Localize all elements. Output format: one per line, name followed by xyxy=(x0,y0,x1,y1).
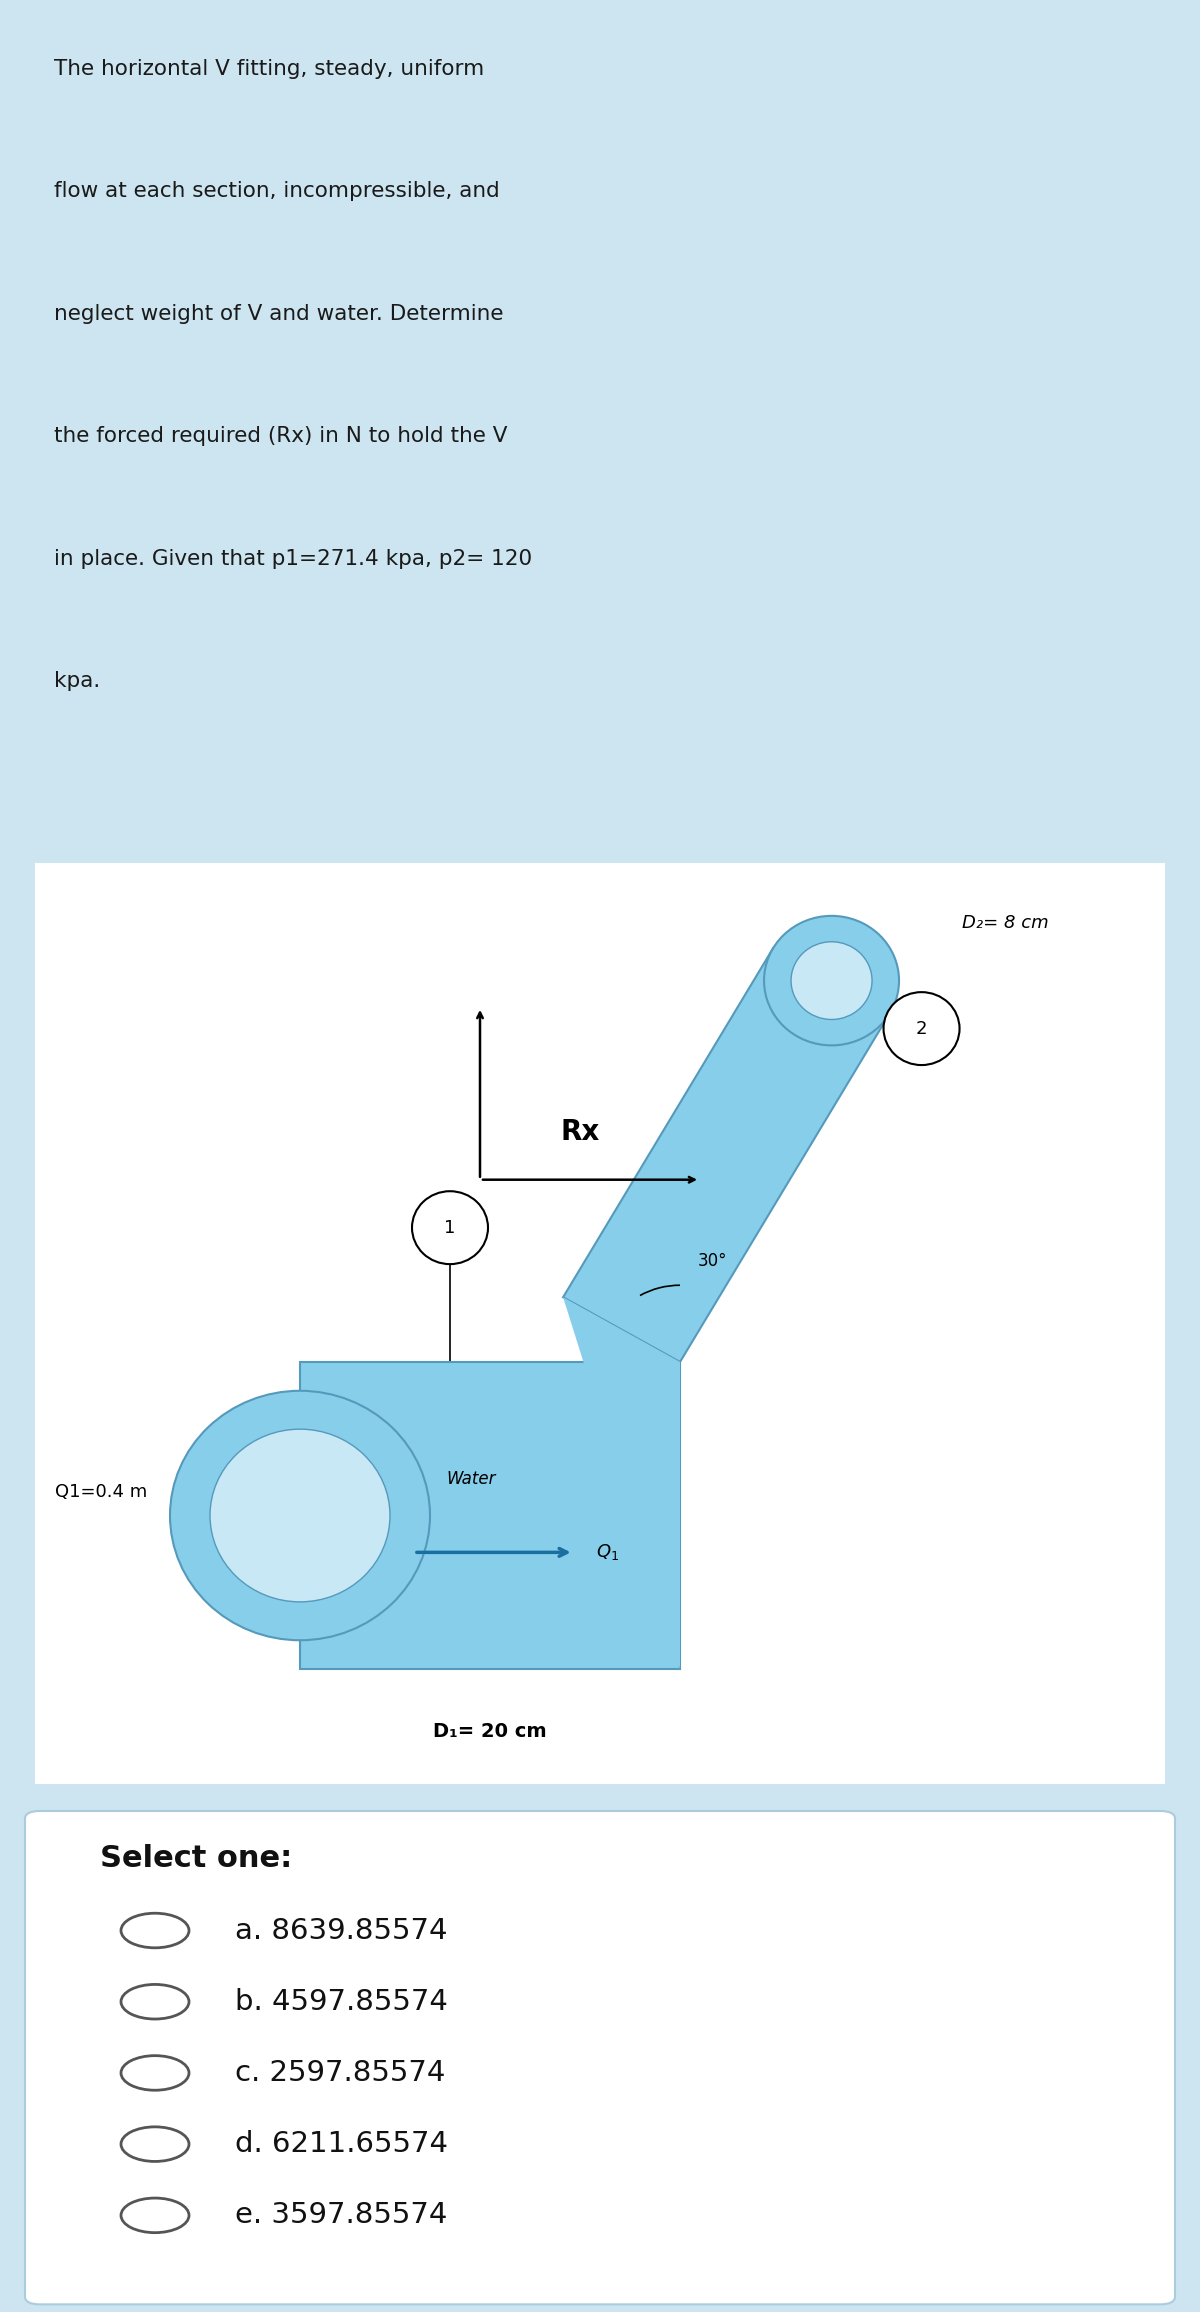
Circle shape xyxy=(412,1191,488,1265)
Circle shape xyxy=(791,941,872,1020)
Polygon shape xyxy=(563,948,890,1362)
Circle shape xyxy=(121,2127,190,2162)
Text: The horizontal V fitting, steady, uniform: The horizontal V fitting, steady, unifor… xyxy=(54,60,485,79)
Text: Q1=0.4 m: Q1=0.4 m xyxy=(55,1482,148,1500)
Text: c. 2597.85574: c. 2597.85574 xyxy=(235,2060,445,2088)
Text: kpa.: kpa. xyxy=(54,670,101,691)
Circle shape xyxy=(121,1984,190,2018)
Circle shape xyxy=(121,1914,190,1947)
Text: /s: /s xyxy=(325,1482,341,1500)
Circle shape xyxy=(121,2199,190,2233)
Circle shape xyxy=(121,2055,190,2090)
Text: the forced required (Rx) in N to hold the V: the forced required (Rx) in N to hold th… xyxy=(54,425,508,446)
Text: Rx: Rx xyxy=(560,1119,600,1147)
Text: flow at each section, incompressible, and: flow at each section, incompressible, an… xyxy=(54,180,499,201)
Circle shape xyxy=(170,1392,430,1639)
Text: a. 8639.85574: a. 8639.85574 xyxy=(235,1917,448,1944)
Text: 1: 1 xyxy=(444,1218,456,1237)
Text: D₂= 8 cm: D₂= 8 cm xyxy=(961,913,1048,932)
FancyBboxPatch shape xyxy=(300,1362,680,1669)
Text: b. 4597.85574: b. 4597.85574 xyxy=(235,1988,448,2016)
Text: neglect weight of V and water. Determine: neglect weight of V and water. Determine xyxy=(54,303,504,324)
Text: Select one:: Select one: xyxy=(100,1845,293,1873)
Text: 30°: 30° xyxy=(698,1253,727,1269)
Circle shape xyxy=(883,992,960,1066)
Circle shape xyxy=(764,916,899,1045)
Text: d. 6211.65574: d. 6211.65574 xyxy=(235,2129,448,2157)
Text: D₁= 20 cm: D₁= 20 cm xyxy=(433,1722,547,1741)
Text: e. 3597.85574: e. 3597.85574 xyxy=(235,2201,448,2229)
Text: in place. Given that p1=271.4 kpa, p2= 120: in place. Given that p1=271.4 kpa, p2= 1… xyxy=(54,548,532,569)
Text: 2: 2 xyxy=(916,1020,928,1038)
Polygon shape xyxy=(563,1297,680,1669)
Text: Water: Water xyxy=(446,1470,496,1487)
FancyBboxPatch shape xyxy=(35,862,1165,1785)
FancyBboxPatch shape xyxy=(25,1810,1175,2305)
Text: 3: 3 xyxy=(298,1489,305,1500)
Text: $Q_1$: $Q_1$ xyxy=(596,1542,619,1563)
Circle shape xyxy=(210,1429,390,1602)
